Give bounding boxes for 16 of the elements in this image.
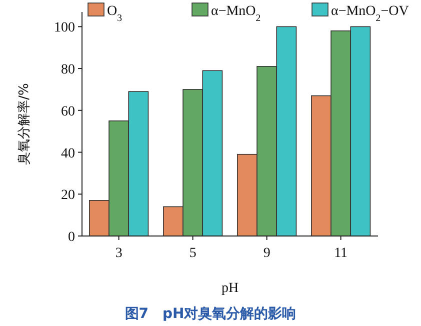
legend-label: O$_{3}$ — [107, 4, 122, 24]
x-tick-label: 9 — [263, 246, 270, 261]
legend-label: α−MnO$_{2}$−OV — [331, 4, 409, 24]
y-tick-label: 40 — [61, 146, 75, 162]
x-tick-label: 3 — [115, 246, 122, 261]
y-tick-label: 0 — [68, 230, 75, 245]
y-tick-label: 80 — [61, 62, 75, 78]
x-tick-label: 5 — [189, 246, 196, 261]
text: 图7 pH对臭氧分解的影响 — [124, 306, 296, 322]
legend-label: α−MnO$_{2}$ — [211, 4, 261, 24]
x-tick-label: 11 — [334, 246, 348, 261]
x-axis-title: pH — [221, 281, 239, 296]
y-tick-label: 100 — [54, 20, 75, 36]
y-axis-title: 臭氧分解率/% — [16, 83, 32, 165]
y-tick-label: 60 — [61, 104, 75, 120]
y-tick-label: 20 — [61, 188, 75, 204]
